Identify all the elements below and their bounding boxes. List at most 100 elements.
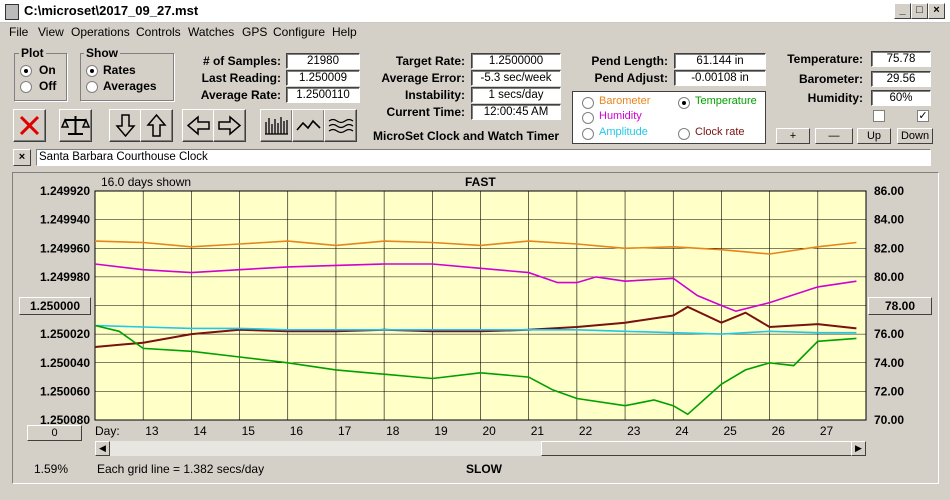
humidity-value: 60% [871, 90, 931, 106]
samples-label: # of Samples: [202, 54, 281, 68]
amplitude-radio[interactable] [582, 128, 594, 140]
right-tick-label: 86.00 [874, 184, 904, 198]
plot-on-radio[interactable] [20, 65, 32, 77]
chart-grid [95, 191, 866, 420]
x-tick-label: 15 [242, 424, 256, 438]
right-tick-label: 72.00 [874, 384, 904, 398]
balance-button[interactable] [59, 109, 92, 142]
menu-gps[interactable]: GPS [242, 25, 268, 39]
series-temperature [94, 324, 857, 416]
average-rate-value: 1.2500110 [286, 87, 360, 103]
temperature-radio[interactable] [678, 97, 690, 109]
waves-button[interactable] [324, 109, 357, 142]
chart-frame [12, 172, 939, 484]
left-tick-label: 1.250060 [40, 384, 90, 398]
bars-icon [265, 117, 288, 135]
x-tick-label: 20 [483, 424, 497, 438]
plot-on-label: On [39, 63, 56, 77]
note-field[interactable]: Santa Barbara Courthouse Clock [36, 149, 931, 166]
arrow-up-icon [146, 113, 167, 137]
barometer-radio[interactable] [582, 97, 594, 109]
last-reading-value: 1.250009 [286, 70, 360, 86]
left-tick-label: 1.249960 [40, 241, 90, 255]
samples-value: 21980 [286, 53, 360, 69]
days-shown-label: 16.0 days shown [101, 175, 192, 189]
maximize-button[interactable]: □ [911, 3, 928, 19]
clear-button[interactable] [13, 109, 46, 142]
arrow-left-button[interactable] [182, 109, 215, 142]
x-tick-label: 24 [675, 424, 689, 438]
minimize-button[interactable]: _ [894, 3, 911, 19]
chart-scrollbar[interactable]: ◀ ▶ [95, 441, 866, 456]
slow-label: SLOW [466, 462, 502, 476]
minus-button[interactable]: — [815, 128, 853, 144]
sensor-checkbox-1[interactable] [873, 110, 885, 122]
left-tick-label: 1.249980 [40, 270, 90, 284]
target-rate-label: Target Rate: [395, 54, 465, 68]
chart-series [94, 240, 857, 416]
close-button[interactable]: × [928, 3, 945, 19]
center-rate-button[interactable]: 1.250000 [19, 297, 91, 315]
show-averages-radio[interactable] [86, 81, 98, 93]
menu-configure[interactable]: Configure [273, 25, 326, 39]
humidity-radio[interactable] [582, 112, 594, 124]
show-group [80, 53, 174, 101]
center-sensor-button[interactable]: 78.00 [868, 297, 932, 315]
arrow-down-icon [115, 114, 136, 138]
down-button[interactable]: Down [897, 128, 933, 144]
left-tick-label: 1.250040 [40, 356, 90, 370]
menu-operations[interactable]: Operations [71, 25, 130, 39]
scroll-right-button[interactable]: ▶ [851, 441, 866, 456]
show-rates-radio[interactable] [86, 65, 98, 77]
right-tick-label: 76.00 [874, 327, 904, 341]
amplitude-option-label: Amplitude [599, 126, 648, 138]
x-tick-label: 13 [145, 424, 159, 438]
x-tick-label: 19 [434, 424, 448, 438]
menu-file[interactable]: File [9, 25, 29, 39]
x-tick-label: 22 [579, 424, 593, 438]
plot-off-radio[interactable] [20, 81, 32, 93]
offset-button[interactable]: 0 [27, 425, 82, 441]
up-button[interactable]: Up [857, 128, 891, 144]
pend-adjust-label: Pend Adjust: [594, 71, 668, 85]
percent-label: 1.59% [34, 462, 69, 476]
scroll-left-button[interactable]: ◀ [95, 441, 110, 456]
barometer-label: Barometer: [798, 72, 863, 86]
temperature-value: 75.78 [871, 51, 931, 67]
fast-label: FAST [465, 175, 496, 189]
left-tick-label: 1.250080 [40, 413, 90, 427]
arrow-left-icon [186, 115, 210, 136]
arrow-right-button[interactable] [213, 109, 246, 142]
arrow-right-icon [218, 115, 242, 136]
balance-icon [60, 116, 91, 135]
plot-group-title: Plot [19, 46, 46, 60]
arrow-up-button[interactable] [140, 109, 173, 142]
show-averages-label: Averages [103, 79, 157, 93]
left-tick-label: 1.249920 [40, 184, 90, 198]
plus-button[interactable]: + [776, 128, 810, 144]
menu-controls[interactable]: Controls [136, 25, 181, 39]
clock-rate-option-label: Clock rate [695, 126, 745, 138]
menu-view[interactable]: View [38, 25, 64, 39]
menu-watches[interactable]: Watches [188, 25, 235, 39]
x-axis-title: Day: [95, 424, 120, 438]
app-icon [5, 4, 19, 20]
x-tick-label: 25 [723, 424, 737, 438]
x-tick-label: 21 [531, 424, 545, 438]
instability-label: Instability: [404, 88, 465, 102]
left-tick-label: 1.250020 [40, 327, 90, 341]
sensor-checkbox-2[interactable]: ✓ [917, 110, 929, 122]
menu-bar: File View Operations Controls Watches GP… [0, 22, 950, 41]
scroll-thumb[interactable] [541, 441, 853, 456]
humidity-label: Humidity: [807, 91, 863, 105]
series-humidity [94, 263, 857, 313]
left-tick-label: 1.249940 [40, 213, 90, 227]
series-barometer [94, 240, 857, 255]
clock-rate-radio[interactable] [678, 128, 690, 140]
pend-length-value: 61.144 in [674, 53, 766, 69]
show-rates-label: Rates [103, 63, 136, 77]
note-close-button[interactable]: × [13, 149, 31, 166]
humidity-option-label: Humidity [599, 110, 642, 122]
menu-help[interactable]: Help [332, 25, 357, 39]
